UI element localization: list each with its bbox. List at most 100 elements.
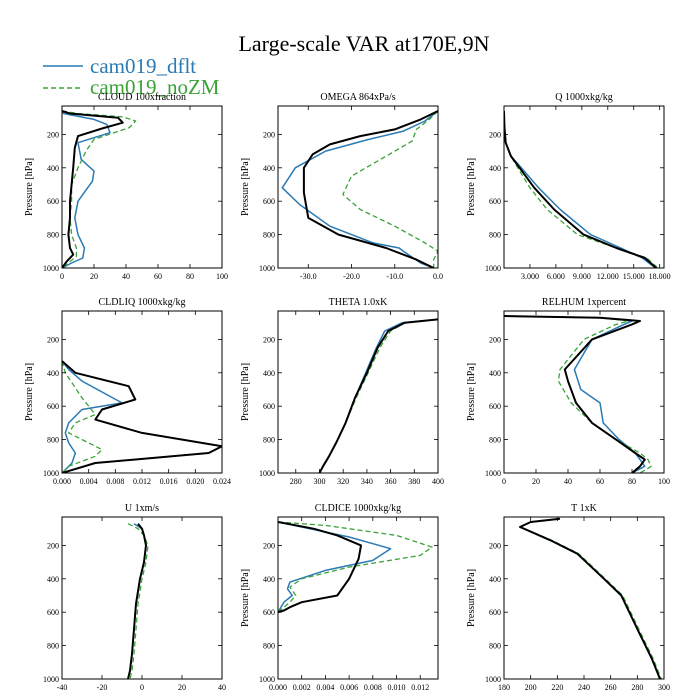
x-tick-label: 260 <box>605 683 617 692</box>
x-tick-label: 0.004 <box>80 477 98 486</box>
y-tick-label: 600 <box>263 608 275 617</box>
y-axis-label: Pressure [hPa] <box>24 363 35 421</box>
figure-title: Large-scale VAR at170E,9N <box>238 31 489 56</box>
x-tick-label: 40 <box>218 683 226 692</box>
y-tick-label: 200 <box>489 541 501 550</box>
x-tick-label: 360 <box>385 477 397 486</box>
x-tick-label: 200 <box>525 683 537 692</box>
series-line-2 <box>342 110 438 268</box>
series-line-3 <box>62 110 124 268</box>
x-tick-label: 12.000 <box>597 272 619 281</box>
y-tick-label: 400 <box>263 575 275 584</box>
y-tick-label: 1000 <box>485 264 501 273</box>
series-line-2 <box>127 523 149 679</box>
y-tick-label: 200 <box>263 541 275 550</box>
x-tick-label: 400 <box>432 477 444 486</box>
x-tick-label: 0 <box>502 477 506 486</box>
x-tick-label: 40 <box>564 477 572 486</box>
series-line-2 <box>504 110 659 268</box>
x-tick-label: 20 <box>90 272 98 281</box>
series-line-2 <box>278 521 433 613</box>
series-line-3 <box>504 110 657 268</box>
x-tick-label: 0.020 <box>186 477 204 486</box>
series-line-2 <box>519 518 662 679</box>
panel-title: RELHUM 1xpercent <box>542 297 626 308</box>
panel-3: Q 1000xkg/kg Pressure [hPa] 200 400 600 800 10… <box>466 92 671 281</box>
x-tick-label: 280 <box>631 683 643 692</box>
y-tick-label: 400 <box>489 575 501 584</box>
x-tick-label: 340 <box>361 477 373 486</box>
y-tick-label: 600 <box>263 197 275 206</box>
y-tick-label: 200 <box>489 335 501 344</box>
x-tick-label: 15.000 <box>623 272 645 281</box>
x-tick-label: 0.010 <box>388 683 406 692</box>
y-axis-label: Pressure [hPa] <box>466 569 477 627</box>
series-line-3 <box>278 521 362 614</box>
x-tick-label: 0.000 <box>53 477 71 486</box>
x-tick-label: 9.000 <box>573 272 591 281</box>
panel-8: CLDICE 1000xkg/kg Pressure [hPa] 200 400 600… <box>240 503 439 692</box>
x-tick-label: 320 <box>337 477 349 486</box>
y-tick-label: 600 <box>489 608 501 617</box>
x-tick-label: 0.002 <box>293 683 311 692</box>
panel-title: U 1xm/s <box>125 503 159 514</box>
panel-5: THETA 1.0xK Pressure [hPa] 200 400 600 800 100… <box>240 297 444 486</box>
y-tick-label: 400 <box>47 369 59 378</box>
legend-label-nozm: cam019_noZM <box>90 75 220 99</box>
x-tick-label: 80 <box>628 477 636 486</box>
plot-frame <box>61 310 223 474</box>
x-tick-label: -10.0 <box>386 272 403 281</box>
y-tick-label: 400 <box>47 575 59 584</box>
x-tick-label: 60 <box>154 272 162 281</box>
panel-title: T 1xK <box>571 503 597 514</box>
y-tick-label: 200 <box>47 130 59 139</box>
y-tick-label: 800 <box>489 231 501 240</box>
x-tick-label: 0.024 <box>213 477 231 486</box>
series-line-3 <box>504 315 646 473</box>
x-tick-label: 300 <box>313 477 325 486</box>
series-line-1 <box>504 315 646 473</box>
panel-4: CLDLIQ 1000xkg/kg Pressure [hPa] 200 400 600… <box>24 297 231 486</box>
x-tick-label: 20 <box>532 477 540 486</box>
y-axis-label: Pressure [hPa] <box>240 363 251 421</box>
series-line-1 <box>281 110 438 268</box>
x-tick-label: 60 <box>596 477 604 486</box>
series-line-1 <box>62 360 123 473</box>
plot-frame <box>61 105 223 269</box>
plot-frame <box>61 516 223 680</box>
panel-title: OMEGA 864xPa/s <box>320 92 395 103</box>
x-tick-label: 18.000 <box>649 272 671 281</box>
panel-title: Q 1000xkg/kg <box>555 92 613 103</box>
series-line-2 <box>504 315 652 473</box>
x-tick-label: 40 <box>122 272 130 281</box>
y-tick-label: 1000 <box>259 675 275 684</box>
y-tick-label: 800 <box>489 642 501 651</box>
y-tick-label: 200 <box>47 335 59 344</box>
panel-title: CLOUD 100xfraction <box>98 92 186 103</box>
x-tick-label: 0.0 <box>433 272 443 281</box>
y-tick-label: 200 <box>47 541 59 550</box>
x-tick-label: 20 <box>178 683 186 692</box>
y-tick-label: 1000 <box>485 675 501 684</box>
x-tick-label: 3.000 <box>521 272 539 281</box>
y-tick-label: 800 <box>263 436 275 445</box>
y-tick-label: 400 <box>489 369 501 378</box>
x-tick-label: 0.016 <box>160 477 178 486</box>
y-axis-label: Pressure [hPa] <box>466 363 477 421</box>
y-tick-label: 1000 <box>43 264 59 273</box>
y-tick-label: 800 <box>47 436 59 445</box>
x-tick-label: 6.000 <box>547 272 565 281</box>
x-tick-label: 220 <box>551 683 563 692</box>
y-tick-label: 1000 <box>259 264 275 273</box>
y-tick-label: 200 <box>489 130 501 139</box>
y-tick-label: 800 <box>263 231 275 240</box>
series-line-1 <box>504 110 656 268</box>
y-tick-label: 800 <box>47 642 59 651</box>
x-tick-label: 180 <box>498 683 510 692</box>
series-line-1 <box>318 318 438 473</box>
y-axis-label: Pressure [hPa] <box>24 158 35 216</box>
plot-frame <box>503 310 665 474</box>
